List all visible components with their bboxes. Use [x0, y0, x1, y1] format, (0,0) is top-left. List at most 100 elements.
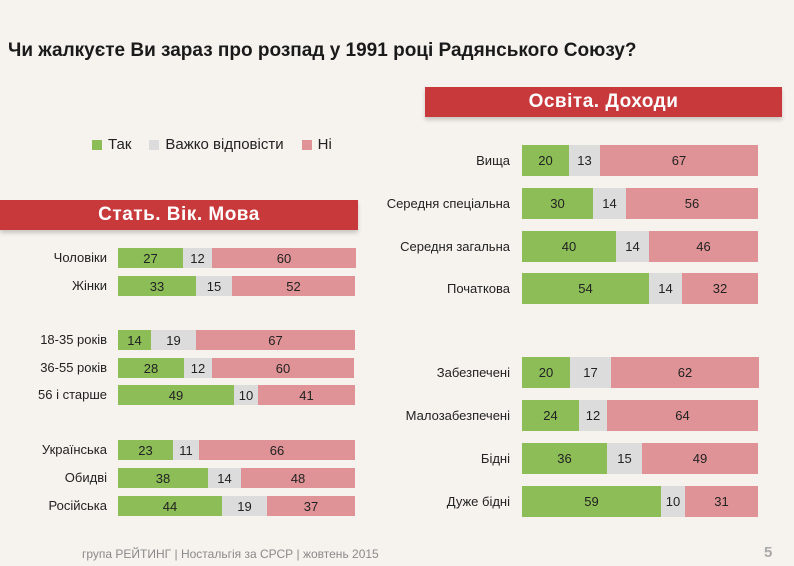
bar-value-label: 30	[550, 196, 565, 211]
bar-value-label: 11	[179, 442, 193, 458]
bar-segment-no: 60	[212, 248, 356, 268]
bar-value-label: 14	[625, 239, 640, 254]
bar-value-label: 60	[276, 250, 292, 266]
legend-swatch-hard	[149, 139, 160, 150]
bar-value-label: 48	[290, 470, 306, 486]
bar-segment-no: 49	[642, 443, 758, 474]
bar-segment-no: 37	[267, 496, 355, 516]
bar-value-label: 33	[149, 278, 165, 294]
bar-value-label: 14	[658, 281, 673, 296]
legend-swatch-no	[301, 139, 312, 150]
bar-segment-no: 56	[626, 188, 758, 219]
bar-segment-yes: 24	[522, 400, 579, 431]
bar-value-label: 40	[561, 239, 577, 254]
bar-value-label: 32	[712, 281, 728, 296]
bar-segment-no: 32	[682, 273, 758, 304]
row-label: Середня загальна	[400, 238, 510, 254]
bar-segment-hard: 14	[616, 231, 649, 262]
bar-segment-hard: 14	[208, 468, 241, 488]
footer-source: група РЕЙТИНГ | Ностальгія за СРСР | жов…	[82, 547, 379, 561]
row-label: Початкова	[446, 280, 510, 296]
bar-value-label: 46	[696, 239, 711, 254]
bar-value-label: 49	[692, 451, 708, 466]
row-label: 56 і старше	[38, 387, 107, 402]
bar-value-label: 23	[138, 442, 153, 458]
bar-segment-yes: 28	[118, 358, 184, 378]
bar-value-label: 14	[217, 470, 232, 486]
legend-item-no: Ні	[301, 136, 332, 153]
bar-value-label: 36	[557, 451, 572, 466]
bar-segment-hard: 13	[569, 145, 600, 176]
bar-value-label: 17	[583, 365, 598, 380]
bar-value-label: 56	[684, 196, 700, 211]
row-label: Російська	[48, 498, 107, 513]
bar-value-label: 20	[538, 365, 554, 380]
banner-education-income: Освіта. Доходи	[425, 87, 782, 117]
bar-value-label: 54	[578, 281, 593, 296]
bar-segment-hard: 10	[661, 486, 685, 517]
row-label: Вища	[476, 152, 510, 168]
bar-segment-no: 62	[611, 357, 759, 388]
bar-value-label: 41	[299, 387, 314, 403]
bar-segment-yes: 33	[118, 276, 196, 296]
bar-value-label: 12	[190, 360, 206, 376]
row-label: Обидві	[64, 470, 107, 485]
bar-segment-yes: 49	[118, 385, 234, 405]
bar-value-label: 62	[677, 365, 693, 380]
row-label: Жінки	[71, 278, 107, 293]
bar-value-label: 19	[237, 498, 252, 514]
bar-segment-hard: 15	[196, 276, 232, 296]
bar-segment-hard: 11	[173, 440, 199, 460]
legend-label-yes: Так	[108, 136, 132, 153]
row-label: Дуже бідні	[446, 493, 510, 509]
legend-item-hard: Важко відповісти	[149, 136, 284, 153]
bar-value-label: 64	[675, 408, 690, 423]
bar-value-label: 14	[127, 332, 142, 348]
bar-segment-yes: 44	[118, 496, 222, 516]
bar-value-label: 24	[543, 408, 558, 423]
bar-value-label: 19	[166, 332, 181, 348]
bar-value-label: 49	[168, 387, 184, 403]
bar-value-label: 31	[714, 494, 729, 509]
bar-value-label: 15	[206, 278, 222, 294]
bar-segment-hard: 17	[570, 357, 611, 388]
bar-value-label: 66	[269, 442, 285, 458]
bar-value-label: 67	[671, 153, 687, 168]
bar-value-label: 10	[238, 387, 254, 403]
row-label: Бідні	[480, 450, 510, 466]
bar-value-label: 20	[538, 153, 553, 168]
row-label: Малозабезпечені	[405, 407, 510, 423]
bar-segment-yes: 20	[522, 145, 569, 176]
page-number: 5	[764, 544, 773, 561]
bar-segment-hard: 14	[593, 188, 626, 219]
bar-segment-yes: 27	[118, 248, 183, 268]
legend-swatch-yes	[92, 139, 102, 150]
bar-segment-yes: 23	[118, 440, 173, 460]
bar-segment-hard: 12	[183, 248, 212, 268]
bar-value-label: 60	[275, 360, 291, 376]
row-label: Чоловіки	[53, 250, 107, 265]
bar-segment-hard: 12	[184, 358, 212, 378]
bar-segment-yes: 14	[118, 330, 151, 350]
row-label: 36-55 років	[40, 360, 107, 375]
bar-segment-yes: 59	[522, 486, 661, 517]
bar-segment-no: 67	[600, 145, 758, 176]
legend-label-no: Ні	[317, 136, 332, 153]
bar-segment-hard: 15	[607, 443, 642, 474]
bar-segment-yes: 20	[522, 357, 570, 388]
bar-value-label: 27	[143, 250, 158, 266]
bar-segment-yes: 40	[522, 231, 616, 262]
row-label: Українська	[41, 442, 107, 457]
bar-value-label: 12	[585, 408, 601, 423]
bar-segment-no: 48	[241, 468, 355, 488]
bar-segment-no: 66	[199, 440, 355, 460]
bar-value-label: 12	[190, 250, 205, 266]
bar-value-label: 38	[155, 470, 171, 486]
bar-value-label: 52	[286, 278, 301, 294]
bar-segment-no: 67	[196, 330, 355, 350]
bar-segment-no: 60	[212, 358, 354, 378]
bar-segment-no: 41	[258, 385, 355, 405]
page-title: Чи жалкуєте Ви зараз про розпад у 1991 р…	[8, 40, 637, 61]
legend-item-yes: Так	[92, 136, 131, 153]
legend-label-hard: Важко відповісти	[165, 136, 284, 153]
